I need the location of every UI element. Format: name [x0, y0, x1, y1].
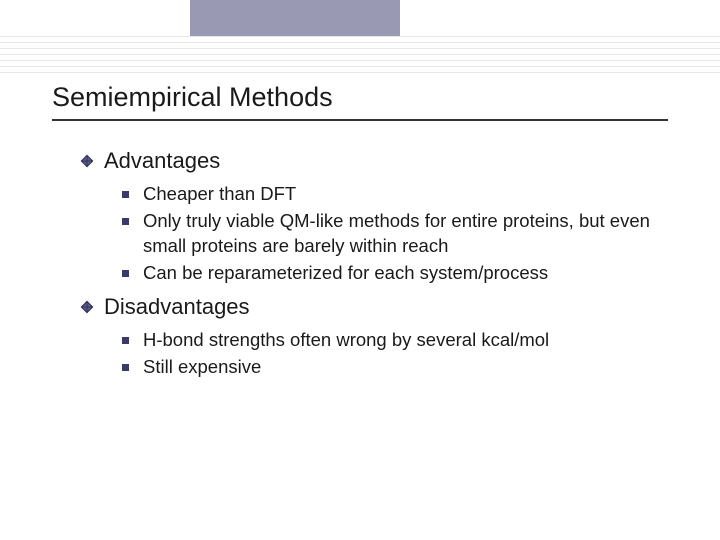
section-title: Advantages — [104, 148, 220, 174]
list-item: Only truly viable QM-like methods for en… — [122, 209, 680, 259]
item-text: Can be reparameterized for each system/p… — [143, 261, 548, 286]
square-bullet-icon — [122, 364, 129, 371]
hairline — [0, 60, 720, 61]
hairline-group — [0, 36, 720, 78]
diamond-bullet-icon — [80, 154, 94, 168]
item-text: Only truly viable QM-like methods for en… — [143, 209, 680, 259]
item-text: H-bond strengths often wrong by several … — [143, 328, 549, 353]
top-accent-bar — [190, 0, 400, 36]
item-list: Cheaper than DFT Only truly viable QM-li… — [122, 182, 680, 286]
square-bullet-icon — [122, 337, 129, 344]
square-bullet-icon — [122, 191, 129, 198]
list-item: H-bond strengths often wrong by several … — [122, 328, 680, 353]
section-header: Advantages — [80, 148, 680, 174]
section-header: Disadvantages — [80, 294, 680, 320]
hairline — [0, 66, 720, 67]
hairline — [0, 36, 720, 37]
hairline — [0, 48, 720, 49]
section-advantages: Advantages Cheaper than DFT Only truly v… — [80, 148, 680, 286]
list-item: Can be reparameterized for each system/p… — [122, 261, 680, 286]
square-bullet-icon — [122, 270, 129, 277]
diamond-bullet-icon — [80, 300, 94, 314]
slide-title: Semiempirical Methods — [52, 82, 333, 113]
item-text: Still expensive — [143, 355, 261, 380]
square-bullet-icon — [122, 218, 129, 225]
list-item: Still expensive — [122, 355, 680, 380]
slide-content: Advantages Cheaper than DFT Only truly v… — [80, 148, 680, 388]
item-list: H-bond strengths often wrong by several … — [122, 328, 680, 380]
hairline — [0, 72, 720, 73]
hairline — [0, 42, 720, 43]
section-title: Disadvantages — [104, 294, 250, 320]
item-text: Cheaper than DFT — [143, 182, 296, 207]
list-item: Cheaper than DFT — [122, 182, 680, 207]
title-underline — [52, 119, 668, 121]
hairline — [0, 54, 720, 55]
section-disadvantages: Disadvantages H-bond strengths often wro… — [80, 294, 680, 380]
